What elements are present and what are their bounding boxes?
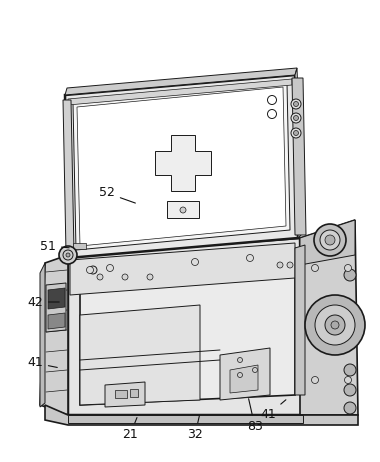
Circle shape	[312, 265, 318, 272]
Polygon shape	[77, 87, 286, 246]
Circle shape	[344, 364, 356, 376]
Polygon shape	[300, 220, 355, 265]
Polygon shape	[80, 248, 295, 405]
Polygon shape	[48, 313, 65, 329]
Circle shape	[268, 109, 277, 118]
Text: 41: 41	[27, 357, 57, 370]
Text: 21: 21	[122, 418, 138, 442]
Circle shape	[325, 315, 345, 335]
Circle shape	[59, 246, 77, 264]
Circle shape	[106, 265, 114, 272]
Circle shape	[147, 274, 153, 280]
Circle shape	[345, 377, 352, 383]
Polygon shape	[230, 365, 258, 393]
Text: 52: 52	[99, 187, 135, 203]
Circle shape	[268, 96, 277, 104]
Polygon shape	[68, 79, 292, 105]
Circle shape	[287, 262, 293, 268]
Circle shape	[293, 116, 299, 121]
Polygon shape	[68, 238, 303, 415]
Circle shape	[66, 253, 70, 257]
Circle shape	[320, 230, 340, 250]
Polygon shape	[80, 305, 200, 405]
Polygon shape	[40, 255, 68, 415]
Circle shape	[314, 224, 346, 256]
Circle shape	[252, 367, 258, 372]
Polygon shape	[155, 135, 211, 191]
Circle shape	[291, 128, 301, 138]
Circle shape	[344, 269, 356, 281]
Polygon shape	[65, 68, 297, 95]
Polygon shape	[300, 220, 358, 415]
Circle shape	[293, 102, 299, 107]
Polygon shape	[63, 100, 74, 253]
Polygon shape	[73, 83, 290, 250]
Circle shape	[89, 266, 97, 274]
Circle shape	[180, 207, 186, 213]
Circle shape	[247, 255, 253, 261]
Circle shape	[291, 113, 301, 123]
Circle shape	[238, 358, 242, 363]
Polygon shape	[105, 382, 145, 407]
Text: 42: 42	[27, 296, 59, 309]
Text: 51: 51	[40, 239, 69, 253]
Circle shape	[331, 321, 339, 329]
Polygon shape	[295, 245, 305, 395]
Polygon shape	[73, 243, 86, 249]
Circle shape	[238, 372, 242, 377]
Polygon shape	[48, 288, 65, 309]
Circle shape	[344, 402, 356, 414]
Polygon shape	[40, 263, 45, 407]
Circle shape	[345, 265, 352, 272]
Circle shape	[192, 259, 198, 266]
Circle shape	[325, 235, 335, 245]
Text: 83: 83	[247, 399, 263, 433]
Circle shape	[63, 250, 73, 260]
Circle shape	[312, 377, 318, 383]
Circle shape	[315, 305, 355, 345]
Polygon shape	[167, 201, 199, 218]
Circle shape	[277, 262, 283, 268]
Circle shape	[305, 295, 365, 355]
Polygon shape	[45, 405, 358, 425]
Polygon shape	[295, 68, 303, 238]
Circle shape	[291, 99, 301, 109]
Polygon shape	[220, 348, 270, 400]
Polygon shape	[115, 390, 127, 398]
Circle shape	[344, 384, 356, 396]
Polygon shape	[46, 283, 66, 332]
Polygon shape	[65, 75, 298, 258]
Circle shape	[122, 274, 128, 280]
Text: 41: 41	[260, 400, 286, 421]
Circle shape	[293, 130, 299, 135]
Text: 32: 32	[187, 416, 203, 442]
Polygon shape	[68, 415, 303, 423]
Circle shape	[87, 267, 93, 274]
Polygon shape	[130, 389, 138, 397]
Circle shape	[97, 274, 103, 280]
Polygon shape	[292, 78, 306, 235]
Polygon shape	[70, 243, 295, 295]
